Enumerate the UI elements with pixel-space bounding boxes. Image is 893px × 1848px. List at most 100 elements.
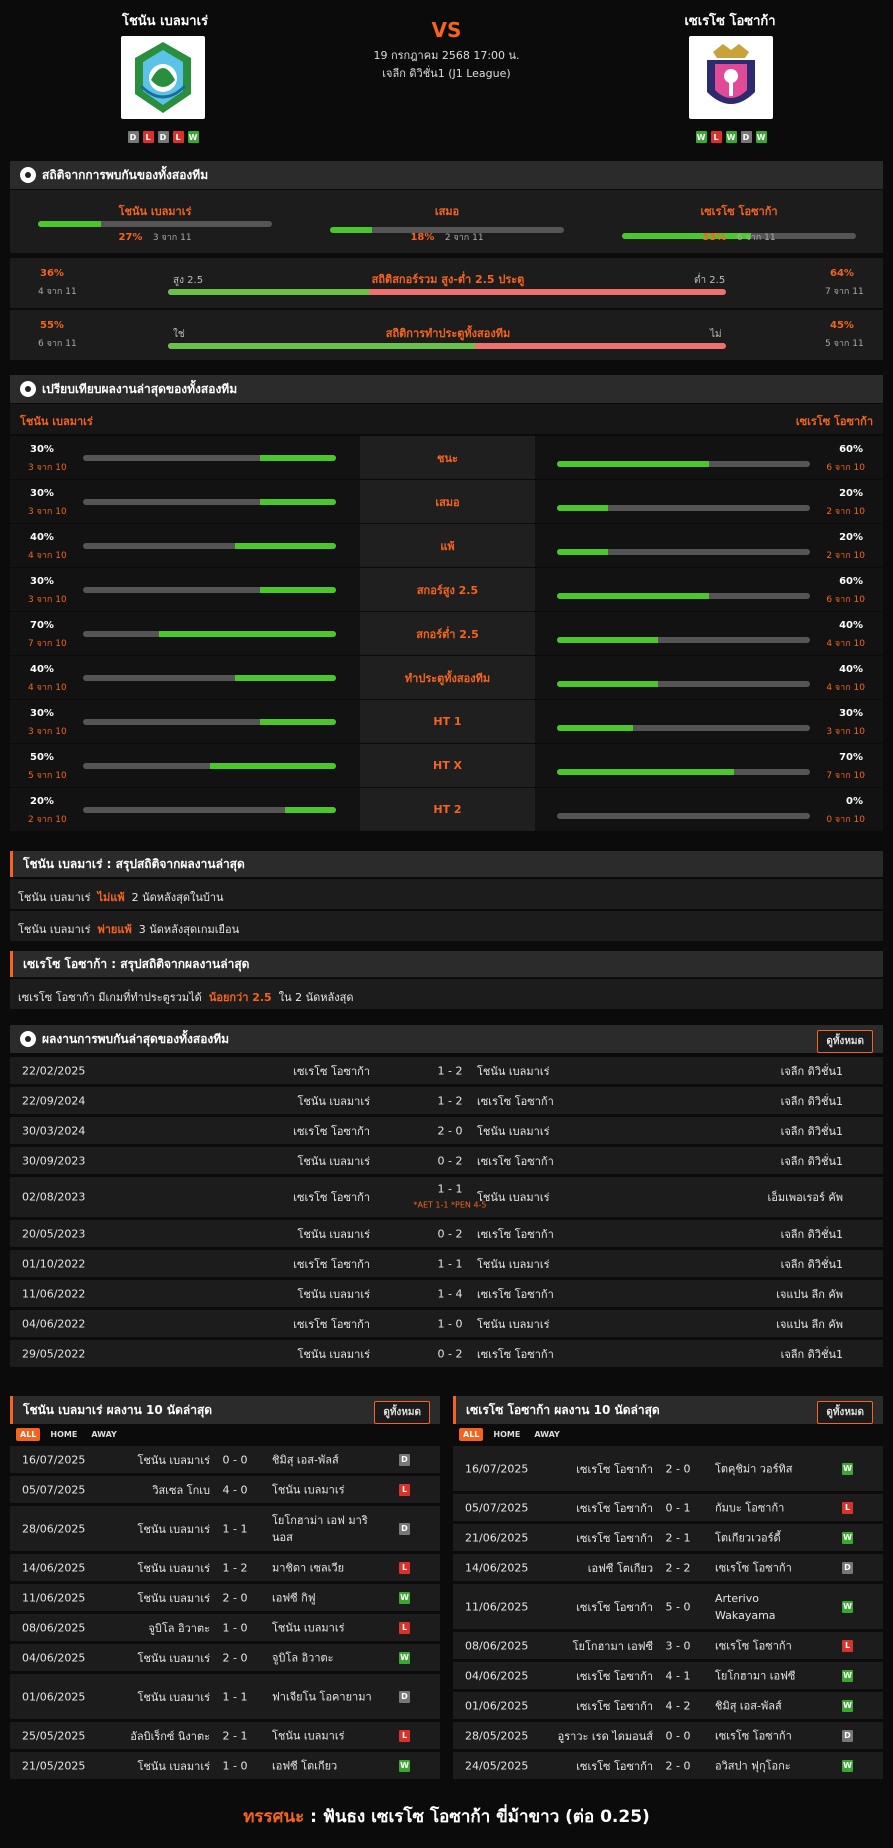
recent-score: 0 - 1: [665, 1501, 691, 1514]
compare-home-fill: [260, 455, 336, 461]
compare-away-pct: 70%: [839, 752, 863, 763]
h2h-row[interactable]: 20/05/2023 โชนัน เบลมาเร่ 0 - 2 เซเรโซ โอซา…: [10, 1220, 883, 1247]
compare-label-cell: HT 2: [360, 788, 535, 831]
h2h-row[interactable]: 11/06/2022 โชนัน เบลมาเร่ 1 - 4 เซเรโซ โอซา…: [10, 1280, 883, 1307]
home-team-name[interactable]: โชนัน เบลมาเร่: [121, 14, 209, 29]
recent-home-team: เซเรโซ โอซาก้า: [576, 1501, 653, 1515]
recent-row[interactable]: 14/06/2025 เอฟซี โตเกียว 2 - 2 เซเรโซ โอซาก…: [453, 1554, 883, 1581]
recent-away-team: โยโกฮาม่า เอฟ มาริ นอส: [272, 1513, 368, 1544]
match-league: เจลีก ดิวิชั่น1 (J1 League): [382, 67, 511, 80]
h2h-row[interactable]: 22/02/2025 เซเรโซ โอซาก้า 1 - 2 โชนัน เบลมา…: [10, 1057, 883, 1084]
h2h-home-team: โชนัน เบลมาเร่: [297, 1154, 371, 1168]
recent-row[interactable]: 28/06/2025 โชนัน เบลมาเร่ 1 - 1 โยโกฮาม่า เ…: [10, 1506, 440, 1551]
compare-away-pct: 20%: [839, 532, 863, 543]
prediction-separator: :: [304, 1807, 323, 1827]
result-badge-l: L: [842, 1501, 853, 1514]
compare-row: 30% 3 จาก 10 เสมอ 20% 2 จาก 10: [10, 480, 883, 523]
recent-row[interactable]: 01/06/2025 เซเรโซ โอซาก้า 4 - 2 ชิมิสุ เอส-…: [453, 1692, 883, 1719]
tab-home[interactable]: HOME: [493, 1430, 521, 1439]
recent-date: 14/06/2025: [22, 1561, 86, 1574]
recent-row[interactable]: 16/07/2025 โชนัน เบลมาเร่ 0 - 0 ชิมิสุ เอส-…: [10, 1446, 440, 1473]
h2h-row[interactable]: 30/03/2024 เซเรโซ โอซาก้า 2 - 0 โชนัน เบลมา…: [10, 1117, 883, 1144]
recent-row[interactable]: 01/06/2025 โชนัน เบลมาเร่ 1 - 1 ฟาเจียโน โอ…: [10, 1674, 440, 1719]
result-badge-l: L: [399, 1483, 410, 1496]
recent-date: 01/06/2025: [22, 1690, 86, 1703]
compare-away-fill: [557, 505, 608, 511]
recent-row[interactable]: 21/06/2025 เซเรโซ โอซาก้า 2 - 1 โตเกียวเวอร…: [453, 1524, 883, 1551]
recent-away-team: โตเกียวเวอร์ดี้: [715, 1531, 781, 1544]
result-badge-w: W: [842, 1699, 853, 1712]
recent-row[interactable]: 14/06/2025 โชนัน เบลมาเร่ 1 - 2 มาชิดา เซลเ…: [10, 1554, 440, 1581]
recent-row[interactable]: 05/07/2025 เซเรโซ โอซาก้า 0 - 1 กัมบะ โอซาก…: [453, 1494, 883, 1521]
recent-home-team: โชนัน เบลมาเร่: [137, 1591, 211, 1605]
recent-home-team: โชนัน เบลมาเร่: [137, 1651, 211, 1665]
compare-home-bar: [83, 587, 336, 593]
recent-away-team: เซเรโซ โอซาก้า: [715, 1639, 792, 1652]
result-badge-d: D: [399, 1453, 410, 1466]
h2h-row[interactable]: 01/10/2022 เซเรโซ โอซาก้า 1 - 1 โชนัน เบลมา…: [10, 1250, 883, 1277]
recent-home-view-all-button[interactable]: ดูทั้งหมด: [374, 1401, 430, 1424]
h2h-score: 2 - 0: [437, 1124, 463, 1137]
recent-row[interactable]: 04/06/2025 เซเรโซ โอซาก้า 4 - 1 โยโกฮามา เอ…: [453, 1662, 883, 1689]
h2h-row[interactable]: 04/06/2022 เซเรโซ โอซาก้า 1 - 0 โชนัน เบลมา…: [10, 1310, 883, 1337]
away-team-name[interactable]: เซเรโซ โอซาก้า: [684, 14, 776, 29]
recent-row[interactable]: 16/07/2025 เซเรโซ โอซาก้า 2 - 0 โตคุชิม่า ว…: [453, 1446, 883, 1491]
compare-away-count: 6 จาก 10: [826, 463, 865, 473]
compare-away-bar: [557, 769, 810, 775]
recent-row[interactable]: 28/05/2025 อูราวะ เรด ไดมอนส์ 0 - 0 เซเรโซ …: [453, 1722, 883, 1749]
tab-all[interactable]: ALL: [16, 1428, 41, 1441]
form-badge-d: D: [740, 131, 752, 143]
h2h-row[interactable]: 30/09/2023 โชนัน เบลมาเร่ 0 - 2 เซเรโซ โอซา…: [10, 1147, 883, 1174]
recent-date: 04/06/2025: [22, 1651, 86, 1664]
h2h-row[interactable]: 02/08/2023 เซเรโซ โอซาก้า 1 - 1 โชนัน เบลมา…: [10, 1177, 883, 1217]
recent-row[interactable]: 08/06/2025 โยโกฮามา เอฟซี 3 - 0 เซเรโซ โอซา…: [453, 1632, 883, 1659]
recent-row[interactable]: 08/06/2025 จูบิโล อิวาตะ 1 - 0 โชนัน เบลมาเ…: [10, 1614, 440, 1641]
h2h-score: 0 - 2: [437, 1347, 463, 1360]
recent-row[interactable]: 11/06/2025 เซเรโซ โอซาก้า 5 - 0 Arterivo Wa…: [453, 1584, 883, 1629]
recent-row[interactable]: 25/05/2025 อัลบิเร็กซ์ นิงาตะ 2 - 1 โชนัน เ…: [10, 1722, 440, 1749]
recent-home-team: เซเรโซ โอซาก้า: [576, 1531, 653, 1545]
recent-away-team: ฟาเจียโน โอคายามา: [272, 1690, 372, 1703]
soccer-ball-icon: [20, 1031, 36, 1047]
h2h-home-team: เซเรโซ โอซาก้า: [293, 1257, 370, 1271]
btts-panel: 55% 6 จาก 11 ใช่ สถิติการทำประตูทั้งสองท…: [10, 310, 883, 360]
tab-away[interactable]: AWAY: [534, 1430, 560, 1439]
h2h-competition: เจลีก ดิวิชั่น1: [780, 1124, 843, 1138]
recent-date: 04/06/2025: [465, 1669, 529, 1682]
h2h-competition: เจแปน ลีก คัพ: [776, 1287, 843, 1301]
recent-row[interactable]: 21/05/2025 โชนัน เบลมาเร่ 1 - 0 เอฟซี โตเกี…: [10, 1752, 440, 1779]
compare-away-count: 3 จาก 10: [826, 727, 865, 737]
btts-left-pct: 55%: [40, 320, 64, 331]
h2h-draw-pct: 18%: [410, 232, 435, 243]
h2h-score: 1 - 2: [437, 1064, 463, 1077]
tab-away[interactable]: AWAY: [91, 1430, 117, 1439]
h2h-result-panel: โชนัน เบลมาเร่ 27% 3 จาก 11 เสมอ 18% 2 จ…: [10, 190, 883, 253]
compare-away-count: 4 จาก 10: [826, 639, 865, 649]
recent-row[interactable]: 04/06/2025 โชนัน เบลมาเร่ 2 - 0 จูบิโล อิวา…: [10, 1644, 440, 1671]
h2h-away-team: เซเรโซ โอซาก้า: [477, 1227, 554, 1241]
tab-all[interactable]: ALL: [459, 1428, 484, 1441]
tab-home[interactable]: HOME: [50, 1430, 78, 1439]
h2h-view-all-button[interactable]: ดูทั้งหมด: [817, 1030, 873, 1053]
compare-home-fill: [285, 807, 336, 813]
recent-row[interactable]: 05/07/2025 วิสเซล โกเบ 4 - 0 โชนัน เบลมาเร่…: [10, 1476, 440, 1503]
result-badge-w: W: [842, 1669, 853, 1682]
h2h-row[interactable]: 22/09/2024 โชนัน เบลมาเร่ 1 - 2 เซเรโซ โอซา…: [10, 1087, 883, 1114]
h2h-row[interactable]: 29/05/2022 โชนัน เบลมาเร่ 0 - 2 เซเรโซ โอซา…: [10, 1340, 883, 1367]
compare-label: ชนะ: [437, 451, 458, 465]
recent-home-team: โชนัน เบลมาเร่: [137, 1453, 211, 1467]
compare-label: HT 1: [433, 715, 462, 728]
compare-label: สกอร์ต่ำ 2.5: [416, 627, 479, 641]
compare-home-count: 4 จาก 10: [28, 683, 67, 693]
compare-away-pct: 40%: [839, 620, 863, 631]
compare-row: 50% 5 จาก 10 HT X 70% 7 จาก 10: [10, 744, 883, 787]
compare-away-fill: [557, 769, 735, 775]
compare-home-bar: [83, 719, 336, 725]
recent-row[interactable]: 11/06/2025 โชนัน เบลมาเร่ 2 - 0 เอฟซี กิฟู W: [10, 1584, 440, 1611]
recent-row[interactable]: 24/05/2025 เซเรโซ โอซาก้า 2 - 0 อวิสปา ฟุกุ…: [453, 1752, 883, 1779]
h2h-draw-count: 2 จาก 11: [444, 233, 484, 243]
compare-home-bar: [83, 807, 336, 813]
recent-away-view-all-button[interactable]: ดูทั้งหมด: [817, 1401, 873, 1424]
h2h-away-bar: [622, 233, 856, 239]
